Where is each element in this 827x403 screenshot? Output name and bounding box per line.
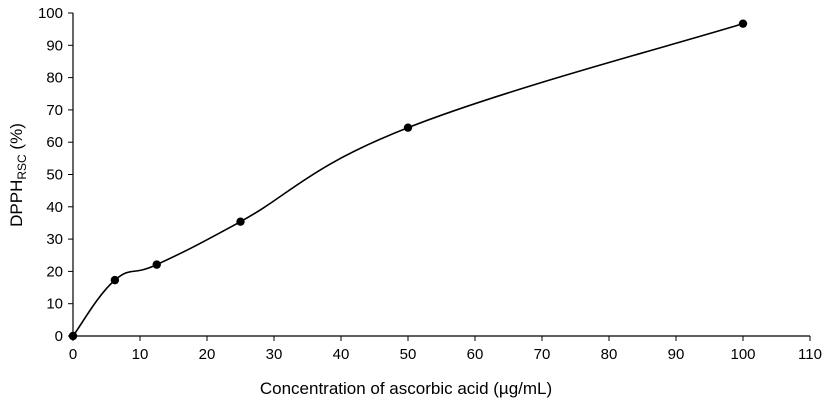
y-axis-title-suffix: (%) [7, 123, 26, 154]
y-axis-title-subscript: RSC [15, 154, 29, 180]
x-axis-title: Concentration of ascorbic acid (µg/mL) [260, 379, 552, 398]
data-point [110, 275, 120, 285]
y-axis-title: DPPHRSC (%) [7, 123, 29, 227]
x-tick-label: 40 [333, 346, 350, 363]
y-tick-label: 30 [46, 231, 63, 248]
series-line [72, 22, 744, 337]
y-tick-label: 100 [38, 5, 63, 22]
y-tick-label: 50 [46, 167, 63, 184]
y-axis-title-base: DPPH [7, 180, 26, 227]
y-tick-label: 10 [46, 296, 63, 313]
y-tick-label: 80 [46, 70, 63, 87]
x-tick-label: 60 [467, 346, 484, 363]
data-point [152, 260, 161, 269]
data-point [236, 217, 245, 226]
x-tick-label: 20 [199, 346, 216, 363]
y-tick-label: 20 [46, 263, 63, 280]
data-point [738, 19, 748, 28]
x-tick-label: 80 [601, 346, 618, 363]
x-tick-label: 110 [798, 346, 822, 363]
axes [72, 13, 810, 337]
y-tick-label: 0 [55, 328, 63, 345]
y-tick-label: 60 [46, 134, 63, 151]
y-tick-label: 70 [46, 102, 63, 119]
y-tick-label: 90 [46, 37, 63, 54]
x-tick-label: 90 [668, 346, 685, 363]
series-group [68, 19, 748, 341]
x-tick-label: 70 [534, 346, 551, 363]
x-tick-label: 100 [730, 346, 755, 363]
y-tick-label: 40 [46, 199, 63, 216]
x-axis-ticks: 0 10 20 30 40 50 60 70 80 90 100 110 [69, 336, 822, 363]
data-point [68, 331, 78, 341]
x-tick-label: 30 [266, 346, 283, 363]
y-axis-ticks: 0 10 20 30 40 50 60 70 80 90 100 [38, 5, 73, 345]
x-tick-label: 50 [400, 346, 417, 363]
x-tick-label: 10 [132, 346, 149, 363]
x-tick-label: 0 [69, 346, 77, 363]
data-point [403, 123, 413, 132]
